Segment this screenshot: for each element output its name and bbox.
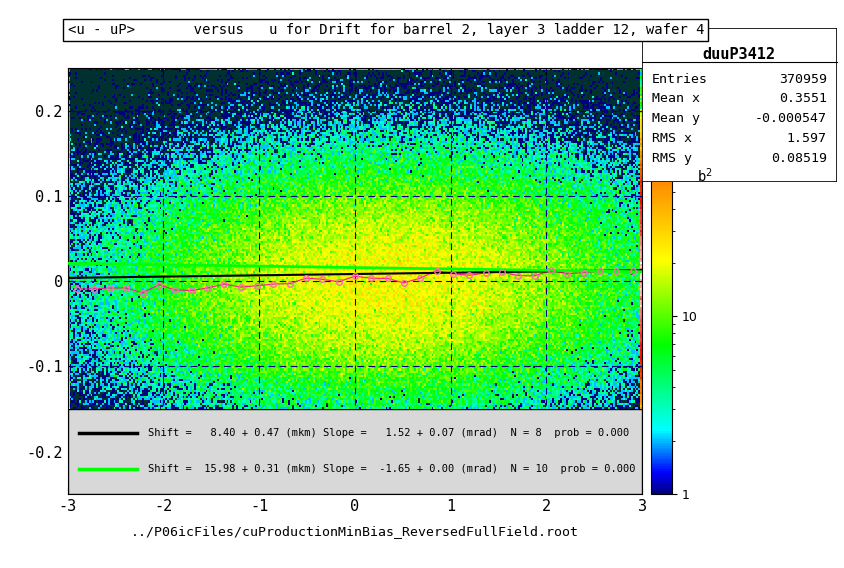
Text: Shift =  15.98 + 0.31 (mkm) Slope =  -1.65 + 0.00 (mrad)  N = 10  prob = 0.000: Shift = 15.98 + 0.31 (mkm) Slope = -1.65…	[148, 463, 635, 474]
Text: Entries: Entries	[652, 73, 707, 86]
Text: 1.597: 1.597	[786, 132, 825, 145]
Text: RMS y: RMS y	[652, 152, 691, 165]
Text: <u - uP>       versus   u for Drift for barrel 2, layer 3 ladder 12, wafer 4: <u - uP> versus u for Drift for barrel 2…	[68, 23, 703, 37]
Text: -0.000547: -0.000547	[754, 112, 825, 126]
X-axis label: ../P06icFiles/cuProductionMinBias_ReversedFullField.root: ../P06icFiles/cuProductionMinBias_Revers…	[131, 525, 578, 538]
Text: Mean x: Mean x	[652, 93, 699, 106]
Text: b$^2$: b$^2$	[696, 166, 712, 185]
Text: duuP3412: duuP3412	[702, 47, 775, 62]
Text: 0.3551: 0.3551	[778, 93, 825, 106]
Text: 370959: 370959	[778, 73, 825, 86]
Text: Mean y: Mean y	[652, 112, 699, 126]
Text: RMS x: RMS x	[652, 132, 691, 145]
Text: 0.08519: 0.08519	[770, 152, 825, 165]
Text: Shift =   8.40 + 0.47 (mkm) Slope =   1.52 + 0.07 (mrad)  N = 8  prob = 0.000: Shift = 8.40 + 0.47 (mkm) Slope = 1.52 +…	[148, 428, 629, 438]
